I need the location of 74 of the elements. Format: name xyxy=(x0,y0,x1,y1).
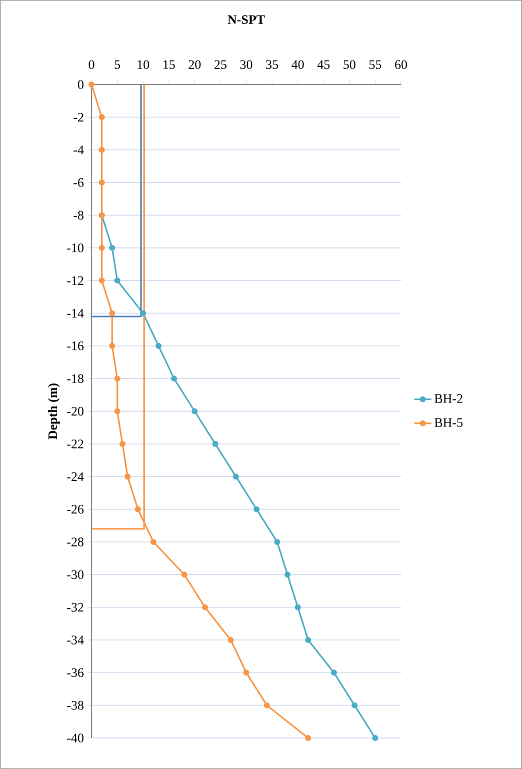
point xyxy=(212,440,218,447)
x-tick-label: 15 xyxy=(164,60,175,69)
x-tick-label: 60 xyxy=(395,60,407,69)
point xyxy=(274,538,280,545)
point xyxy=(114,376,120,382)
y-tick-label: -40 xyxy=(67,734,84,742)
point xyxy=(202,604,208,610)
y-tick-label: -24 xyxy=(67,472,84,481)
x-tick-label: 35 xyxy=(266,60,278,69)
y-tick-label: -12 xyxy=(67,276,84,285)
y-tick-label: -8 xyxy=(74,210,84,220)
point xyxy=(109,310,116,316)
point xyxy=(192,408,198,414)
point xyxy=(150,538,156,545)
x-tick-label: 30 xyxy=(240,60,252,69)
point xyxy=(88,82,94,88)
y-tick-label: -6 xyxy=(74,178,84,187)
point xyxy=(98,146,105,153)
point xyxy=(284,572,291,578)
legend-label: BH-2 xyxy=(434,394,462,403)
y-tick-label: -30 xyxy=(67,570,84,580)
point xyxy=(119,440,126,447)
point xyxy=(156,342,162,349)
point xyxy=(98,114,105,120)
x-tick-label: 5 xyxy=(114,60,120,69)
y-axis-title: Depth (m) xyxy=(48,383,60,440)
y-tick-label: -20 xyxy=(67,406,84,416)
legend-label: BH-5 xyxy=(434,418,463,427)
point xyxy=(228,636,234,643)
x-tick-label: 20 xyxy=(188,60,201,69)
point xyxy=(330,670,337,676)
point xyxy=(114,278,120,284)
point xyxy=(181,572,188,578)
point xyxy=(352,702,358,708)
y-tick-label: -32 xyxy=(67,602,84,612)
point xyxy=(98,278,105,284)
point xyxy=(372,734,378,741)
point xyxy=(243,670,250,676)
point xyxy=(305,636,312,643)
point xyxy=(109,342,116,349)
y-tick-label: -16 xyxy=(67,342,84,350)
point xyxy=(98,180,105,186)
y-tick-label: -2 xyxy=(74,112,84,122)
point xyxy=(294,604,301,610)
y-tick-label: -22 xyxy=(67,440,84,448)
y-tick-label: 0 xyxy=(78,80,84,89)
point xyxy=(109,244,116,251)
x-tick-label: 50 xyxy=(344,60,356,69)
point xyxy=(114,408,120,414)
y-tick-label: -14 xyxy=(67,308,84,318)
x-tick-label: 40 xyxy=(292,60,304,69)
y-tick-label: -18 xyxy=(67,374,84,383)
x-tick-label: 45 xyxy=(317,60,330,69)
chart-title: N-SPT xyxy=(228,15,265,24)
point xyxy=(98,244,105,251)
y-tick-label: -34 xyxy=(67,636,84,644)
y-tick-label: -28 xyxy=(67,538,84,546)
point xyxy=(254,506,260,512)
y-tick-label: -10 xyxy=(67,243,84,252)
point xyxy=(264,702,270,708)
x-tick-label: 25 xyxy=(214,60,226,69)
point xyxy=(134,506,141,512)
point xyxy=(232,474,239,480)
y-tick-label: -26 xyxy=(67,504,84,514)
x-tick-label: 55 xyxy=(369,60,382,69)
y-tick-label: -38 xyxy=(67,700,84,710)
point xyxy=(140,310,146,316)
y-tick-label: -4 xyxy=(74,146,84,154)
point xyxy=(124,474,131,480)
x-tick-label: 10 xyxy=(138,60,150,69)
point xyxy=(305,734,312,741)
point xyxy=(171,376,178,382)
y-tick-label: -36 xyxy=(67,668,84,678)
x-tick-label: 0 xyxy=(88,60,94,69)
